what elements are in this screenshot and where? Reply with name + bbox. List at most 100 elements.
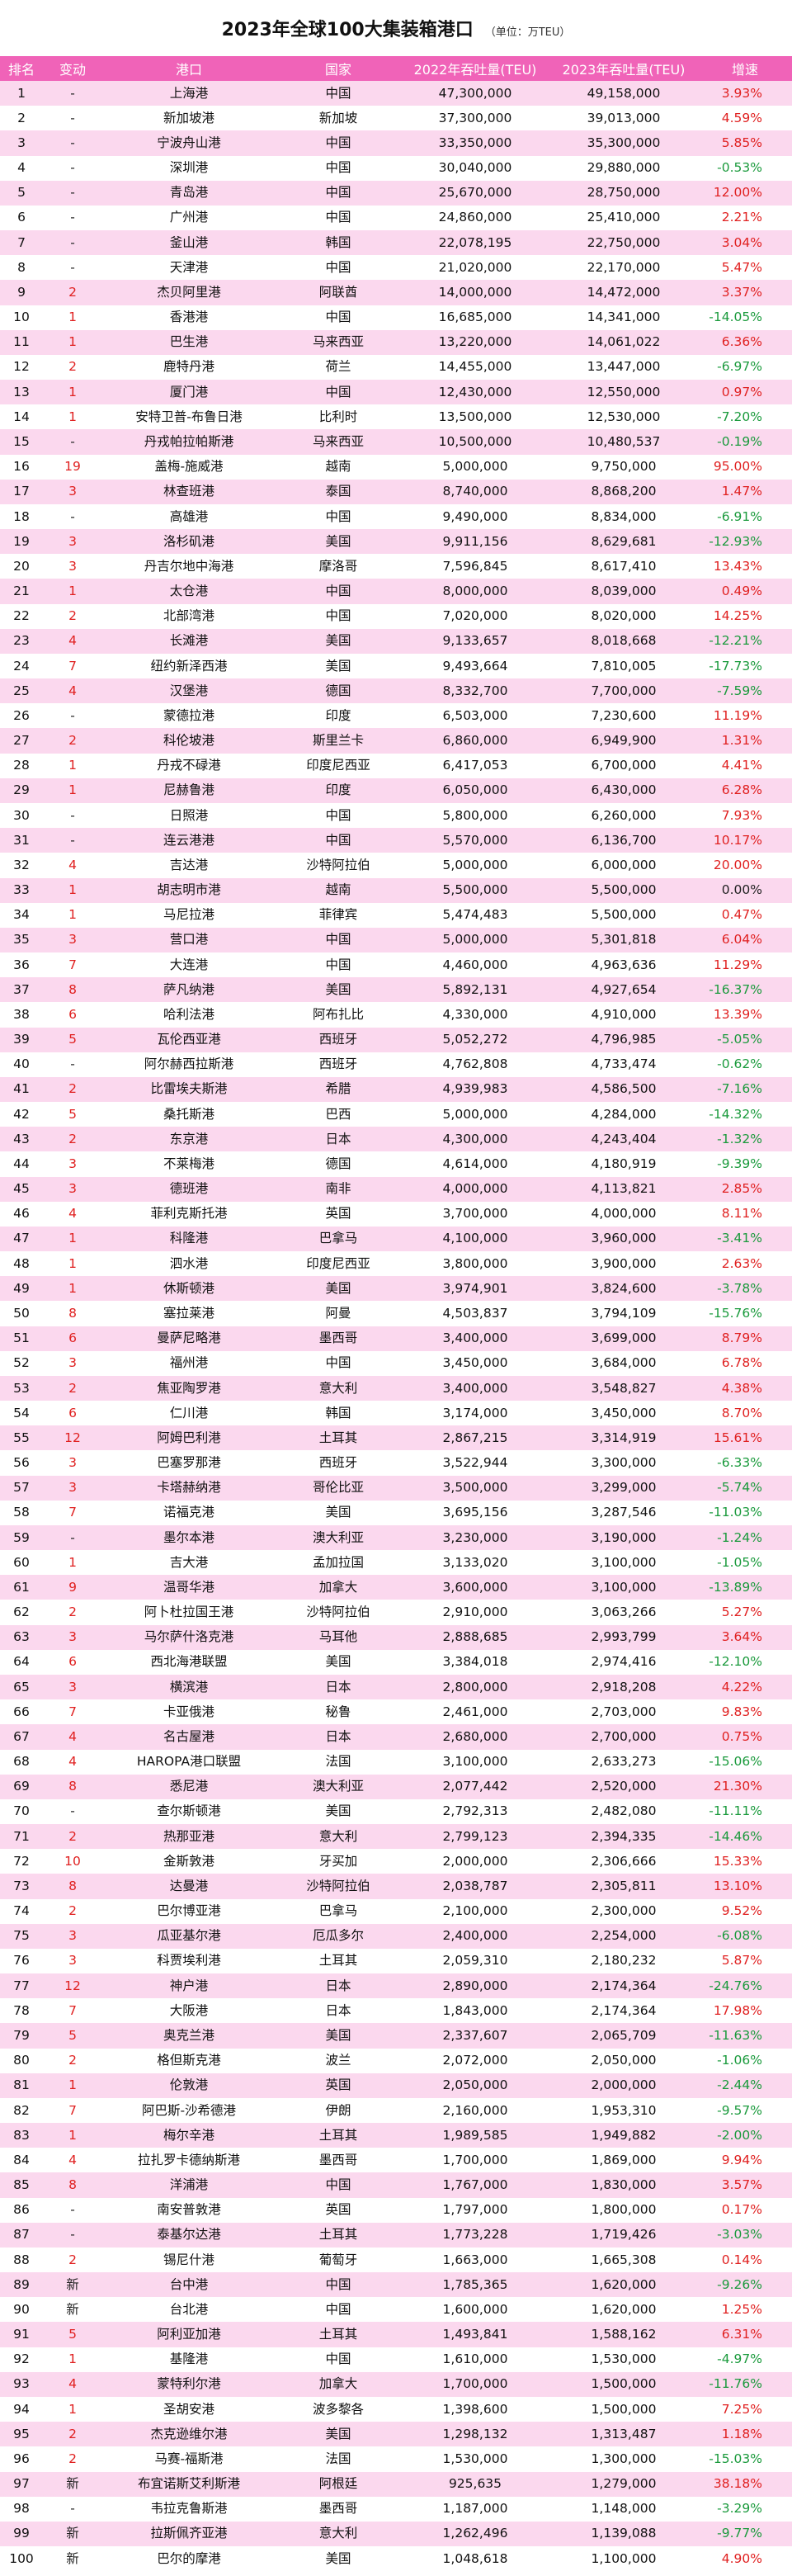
change-cell: 4 (68, 2152, 77, 2167)
throughput-2023-cell: 14,061,022 (587, 334, 661, 350)
change-cell: 6 (68, 1006, 77, 1022)
throughput-2023-cell: 1,620,000 (591, 2301, 657, 2317)
table-row: 20 3 丹吉尔地中海港 摩洛哥 7,596,845 8,617,410 13.43% (0, 554, 792, 579)
growth-cell: -13.89% (709, 1579, 762, 1595)
port-cell: 锡尼什港 (163, 2252, 214, 2267)
throughput-2022-cell: 6,050,000 (442, 782, 508, 798)
table-row: 14 1 安特卫普-布鲁日港 比利时 13,500,000 12,530,000 -7.20… (0, 404, 792, 430)
throughput-2022-cell: 3,695,156 (442, 1505, 508, 1520)
throughput-2023-cell: 5,500,000 (591, 882, 657, 898)
throughput-2022-cell: 3,100,000 (442, 1754, 508, 1770)
table-row: 24 7 纽约新泽西港 美国 9,493,664 7,810,005 -17.73% (0, 653, 792, 679)
change-cell: - (70, 1056, 75, 1072)
country-cell: 英国 (325, 1206, 351, 1222)
country-cell: 巴拿马 (318, 1903, 358, 1919)
change-cell: 8 (68, 1779, 77, 1794)
throughput-2022-cell: 1,797,000 (442, 2202, 508, 2218)
change-cell: 8 (68, 1878, 77, 1893)
rank-cell: 44 (13, 1156, 30, 1171)
port-cell: 奥克兰港 (163, 2027, 214, 2043)
port-cell: 梅尔辛港 (163, 2127, 214, 2143)
table-row: 21 1 太仓港 中国 8,000,000 8,039,000 0.49% (0, 579, 792, 604)
throughput-2023-cell: 2,700,000 (591, 1728, 657, 1744)
port-cell: 神户港 (169, 1978, 209, 1993)
rank-cell: 77 (13, 1978, 30, 1993)
throughput-2022-cell: 1,785,365 (442, 2276, 508, 2292)
throughput-2023-cell: 1,300,000 (591, 2451, 657, 2466)
table-row: 65 3 横滨港 日本 2,800,000 2,918,208 4.22% (0, 1675, 792, 1700)
throughput-2022-cell: 3,500,000 (442, 1480, 508, 1496)
port-cell: 安特卫普-布鲁日港 (135, 409, 243, 424)
table-row: 12 2 鹿特丹港 荷兰 14,455,000 13,447,000 -6.97% (0, 354, 792, 380)
growth-cell: 4.90% (721, 2550, 762, 2566)
port-cell: 高雄港 (169, 508, 209, 524)
throughput-2023-cell: 3,100,000 (591, 1554, 657, 1570)
rank-cell: 53 (13, 1380, 30, 1396)
table-row: 41 2 比雷埃夫斯港 希腊 4,939,983 4,586,500 -7.16% (0, 1076, 792, 1103)
throughput-2023-cell: 1,148,000 (591, 2501, 657, 2517)
table-row: 96 2 马赛-福斯港 法国 1,530,000 1,300,000 -15.03% (0, 2446, 792, 2472)
throughput-2023-cell: 4,927,654 (591, 981, 657, 997)
throughput-2023-cell: 6,260,000 (591, 807, 657, 823)
throughput-2022-cell: 25,670,000 (438, 185, 512, 201)
country-cell: 加拿大 (318, 2376, 358, 2392)
rank-cell: 54 (13, 1405, 30, 1420)
rank-cell: 38 (13, 1006, 30, 1022)
growth-cell: -11.11% (709, 1803, 762, 1819)
rank-cell: 81 (13, 2077, 30, 2093)
port-ranking-table: 排名 变动 港口 国家 2022年吞吐量(TEU) 2023年吞吐量(TEU) … (0, 56, 792, 2572)
table-row: 36 7 大连港 中国 4,460,000 4,963,636 11.29% (0, 952, 792, 978)
rank-cell: 36 (13, 957, 30, 972)
country-cell: 美国 (325, 633, 351, 649)
throughput-2022-cell: 14,000,000 (438, 284, 512, 300)
change-cell: 7 (68, 1704, 77, 1719)
country-cell: 美国 (325, 2027, 351, 2043)
change-cell: 2 (68, 1605, 77, 1620)
port-cell: 天津港 (169, 259, 209, 275)
change-cell: 新 (66, 2476, 79, 2492)
port-cell: 宁波舟山港 (157, 135, 221, 150)
change-cell: 2 (68, 2252, 77, 2267)
throughput-2022-cell: 2,792,313 (442, 1803, 508, 1819)
rank-cell: 28 (13, 758, 30, 773)
country-cell: 中国 (325, 2301, 351, 2317)
rank-cell: 92 (13, 2351, 30, 2367)
growth-cell: 5.47% (721, 259, 762, 275)
country-cell: 墨西哥 (318, 2501, 358, 2517)
growth-cell: -7.16% (717, 1081, 762, 1097)
table-row: 55 12 阿姆巴利港 土耳其 2,867,215 3,314,919 15.61% (0, 1425, 792, 1451)
country-cell: 印度尼西亚 (306, 1255, 370, 1271)
growth-cell: 1.25% (721, 2301, 762, 2317)
growth-cell: -15.76% (709, 1306, 762, 1321)
change-cell: 3 (68, 533, 77, 549)
port-cell: 青岛港 (169, 185, 209, 201)
throughput-2022-cell: 925,635 (448, 2476, 502, 2492)
country-cell: 伊朗 (325, 2102, 351, 2118)
growth-cell: -12.93% (709, 533, 762, 549)
table-row: 73 8 达曼港 沙特阿拉伯 2,038,787 2,305,811 13.10% (0, 1874, 792, 1899)
change-cell: 4 (68, 857, 77, 872)
throughput-2023-cell: 25,410,000 (587, 210, 661, 225)
growth-cell: -9.77% (717, 2526, 762, 2541)
port-cell: 卡塔赫纳港 (157, 1480, 221, 1496)
rank-cell: 13 (13, 384, 30, 399)
throughput-2023-cell: 8,617,410 (591, 558, 657, 574)
growth-cell: -6.08% (717, 1928, 762, 1944)
table-row: 39 5 瓦伦西亚港 西班牙 5,052,272 4,796,985 -5.05% (0, 1027, 792, 1052)
throughput-2022-cell: 12,430,000 (438, 384, 512, 399)
throughput-2022-cell: 1,493,841 (442, 2327, 508, 2342)
rank-cell: 21 (13, 584, 30, 599)
growth-cell: 7.93% (721, 807, 762, 823)
throughput-2022-cell: 9,911,156 (442, 533, 508, 549)
throughput-2023-cell: 2,254,000 (591, 1928, 657, 1944)
throughput-2023-cell: 8,868,200 (591, 484, 657, 499)
rank-cell: 96 (13, 2451, 30, 2466)
growth-cell: -1.06% (717, 2053, 762, 2068)
throughput-2022-cell: 8,332,700 (442, 683, 508, 698)
throughput-2022-cell: 30,040,000 (438, 160, 512, 176)
growth-cell: -15.06% (709, 1754, 762, 1770)
throughput-2022-cell: 16,685,000 (438, 310, 512, 325)
country-cell: 中国 (325, 160, 351, 176)
change-cell: - (70, 110, 75, 125)
change-cell: 1 (68, 1255, 77, 1271)
